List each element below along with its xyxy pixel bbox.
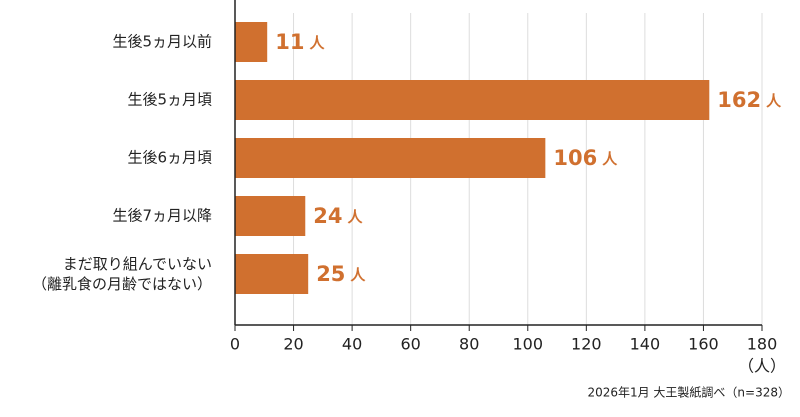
bar [235,80,710,120]
x-tick-label: 140 [630,335,661,354]
data-label: 106 人 [553,146,618,170]
data-label: 25 人 [316,262,366,286]
data-label-unit: 人 [348,208,364,226]
source-note: 2026年1月 大王製紙調べ（n=328） [587,385,790,400]
data-label-unit: 人 [602,150,618,168]
y-tick-label: 生後5ヵ月以前 [112,33,212,51]
data-label-value: 25 [316,262,345,286]
x-tick-label: 0 [230,335,240,354]
data-label: 24 人 [313,204,363,228]
bar [235,196,306,236]
data-label-value: 106 [553,146,597,170]
x-tick-label: 160 [688,335,719,354]
y-tick-label: 生後7ヵ月以降 [112,207,212,225]
data-label: 162 人 [717,88,782,112]
x-axis-label: （人） [738,357,786,376]
y-tick-label: 生後6ヵ月頃 [127,149,212,167]
x-tick-label: 20 [283,335,303,354]
x-tick-label: 80 [459,335,479,354]
data-label-value: 24 [313,204,342,228]
x-tick-label: 100 [513,335,544,354]
y-tick-label: まだ取り組んでいない（離乳食の月齢ではない） [32,255,212,293]
bar [235,254,309,294]
bar [235,138,546,178]
data-label-unit: 人 [766,92,782,110]
data-label-value: 11 [275,30,304,54]
bar [235,22,268,62]
data-label-value: 162 [717,88,761,112]
y-tick-label: 生後5ヵ月頃 [127,91,212,109]
data-label: 11 人 [275,30,325,54]
x-tick-label: 60 [400,335,420,354]
data-label-unit: 人 [309,34,325,52]
x-tick-label: 40 [342,335,362,354]
data-label-unit: 人 [350,266,366,284]
x-tick-label: 180 [747,335,778,354]
x-tick-label: 120 [571,335,602,354]
